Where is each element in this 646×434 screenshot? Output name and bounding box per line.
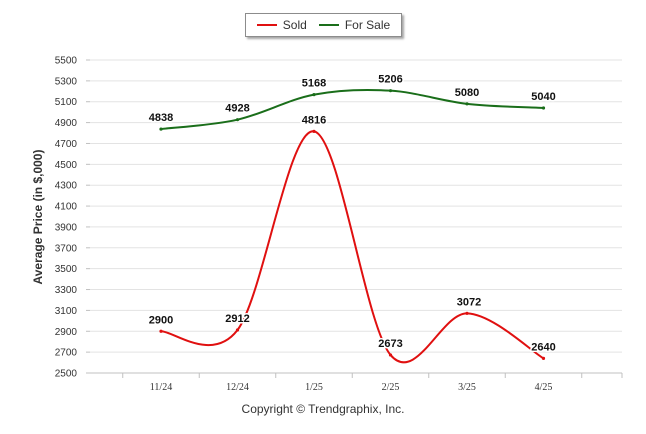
data-point (235, 328, 240, 332)
data-label: 5080 (455, 87, 479, 99)
y-axis-ticks: 2500 2700 2900 3100 3300 3500 3700 3900 4100 4300… (55, 56, 90, 380)
x-tick-label: 3/25 (458, 382, 476, 393)
data-point (541, 106, 546, 110)
y-tick-label: 3100 (55, 306, 78, 317)
y-tick-label: 3900 (55, 222, 78, 233)
data-point (541, 356, 546, 360)
data-label: 2912 (225, 313, 249, 325)
y-tick-label: 4500 (55, 160, 78, 171)
x-tick-label: 4/25 (535, 382, 553, 393)
x-tick-label: 2/25 (382, 382, 400, 393)
data-label: 2900 (149, 314, 173, 326)
y-tick-label: 3500 (55, 264, 78, 275)
data-label: 5168 (302, 78, 326, 90)
data-label: 5040 (531, 91, 555, 103)
grid-lines (90, 59, 622, 374)
y-tick-label: 3300 (55, 285, 78, 296)
legend-item-sold[interactable]: Sold (256, 18, 307, 32)
y-tick-label: 5300 (55, 76, 78, 87)
legend-swatch-sold (256, 24, 277, 26)
legend: Sold For Sale (245, 13, 402, 37)
data-label: 3072 (457, 296, 481, 308)
copyright-text: Copyright © Trendgraphix, Inc. (241, 402, 405, 416)
legend-item-for-sale[interactable]: For Sale (318, 18, 391, 32)
y-tick-label: 4900 (55, 118, 78, 129)
y-tick-label: 4300 (55, 181, 78, 192)
series-lines (159, 88, 546, 364)
series-line-sold (160, 130, 545, 364)
data-point (465, 102, 469, 106)
data-label: 4928 (225, 103, 249, 115)
y-tick-label: 3700 (55, 243, 78, 254)
data-labels: 2900 2912 4816 2673 3072 2640 4838 4928 5168 5206… (147, 72, 557, 355)
x-tick-label: 11/24 (150, 382, 172, 393)
x-axis: 11/24 12/24 1/25 2/25 3/25 4/25 (90, 372, 623, 393)
y-tick-label: 5100 (55, 97, 78, 108)
y-tick-label: 2500 (55, 369, 78, 380)
x-tick-label: 1/25 (305, 382, 323, 393)
legend-label-sold: Sold (282, 18, 307, 32)
y-axis-title: Average Price (in $,000) (31, 149, 45, 285)
data-point (159, 329, 163, 333)
data-label: 4838 (149, 112, 173, 124)
data-point (388, 89, 393, 93)
legend-swatch-for-sale (318, 24, 339, 26)
data-label: 2673 (378, 338, 402, 350)
y-tick-label: 2900 (55, 327, 78, 338)
data-label: 4816 (302, 114, 326, 126)
y-tick-label: 5500 (55, 56, 78, 67)
data-point (312, 93, 316, 97)
data-point (159, 127, 163, 131)
y-tick-label: 4100 (55, 202, 78, 213)
series-line-for-sale (160, 88, 544, 131)
y-tick-label: 2700 (55, 348, 78, 359)
data-point (235, 118, 240, 122)
data-point (312, 129, 316, 133)
data-point (388, 353, 393, 357)
legend-label-for-sale: For Sale (344, 18, 391, 32)
data-point (465, 311, 469, 315)
data-label: 2640 (531, 341, 555, 353)
y-tick-label: 4700 (55, 139, 78, 150)
data-label: 5206 (378, 74, 402, 86)
x-tick-label: 12/24 (226, 382, 249, 393)
